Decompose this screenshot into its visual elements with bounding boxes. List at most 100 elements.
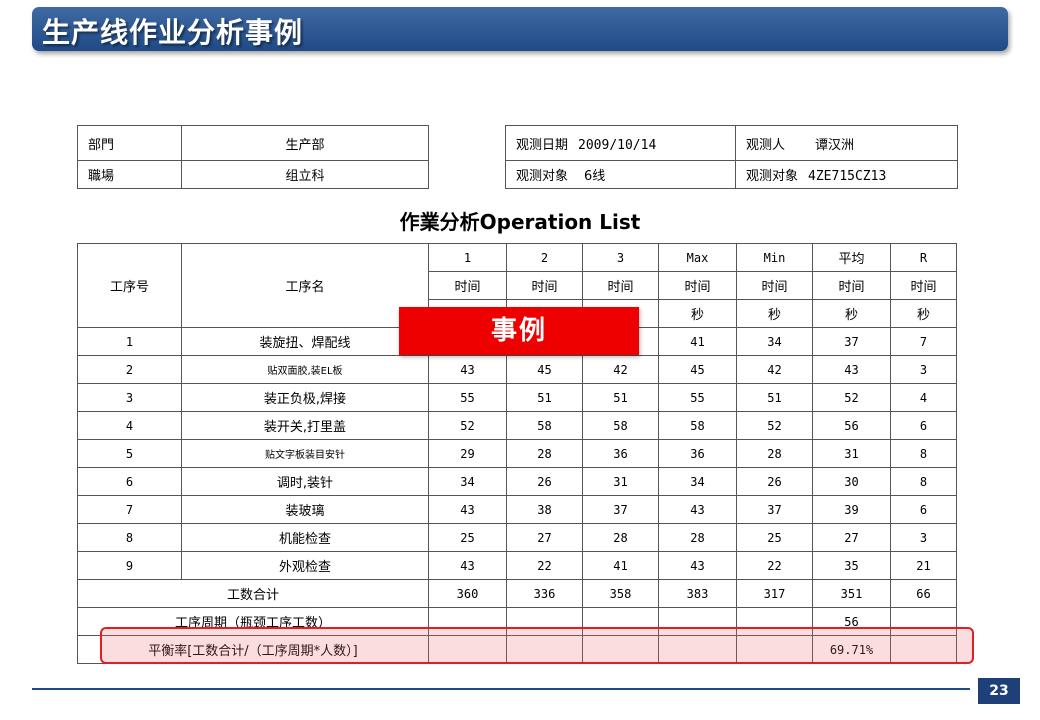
example-stamp: 事例: [399, 307, 639, 355]
cell-op-name: 装玻璃: [181, 495, 429, 524]
cell-op-value: 6: [890, 495, 957, 524]
header-time-2: 时间: [506, 271, 583, 300]
total-label: 工数合计: [77, 579, 429, 608]
cell-op-value: 34: [428, 467, 507, 496]
cell-op-value: 52: [812, 383, 891, 412]
workplace-label: 職場: [77, 160, 182, 189]
total-value: 66: [890, 579, 957, 608]
empty-cell: [428, 635, 507, 664]
cell-op-value: 58: [506, 411, 583, 440]
date-label: 观测日期: [516, 137, 569, 153]
cell-op-value: 7: [890, 327, 957, 356]
table-row: 2 贴双面胶,装EL板 43 45 42 45 42 43 3: [77, 355, 957, 384]
header-sec-r: 秒: [890, 299, 957, 328]
col-header-avg: 平均: [812, 243, 891, 272]
cell-op-value: 22: [736, 551, 813, 580]
cell-op-value: 43: [428, 551, 507, 580]
cell-op-no: 2: [77, 355, 182, 384]
object1-label: 观测对象: [516, 169, 569, 184]
cell-op-name: 调时,装针: [181, 467, 429, 496]
cell-op-value: 42: [582, 355, 659, 384]
header-time-max: 时间: [658, 271, 737, 300]
total-row: 工数合计 360 336 358 383 317 351 66: [77, 579, 957, 608]
cell-op-value: 42: [736, 355, 813, 384]
col-header-no: 工序号: [77, 243, 182, 328]
total-value: 360: [428, 579, 507, 608]
cell-op-value: 27: [812, 523, 891, 552]
cell-op-value: 37: [812, 327, 891, 356]
balance-value: 69.71%: [812, 635, 891, 664]
cell-op-value: 31: [582, 467, 659, 496]
cell-op-value: 3: [890, 523, 957, 552]
cell-op-value: 26: [506, 467, 583, 496]
cell-op-value: 52: [736, 411, 813, 440]
cell-op-value: 36: [582, 439, 659, 468]
cell-op-value: 27: [506, 523, 583, 552]
table-row: 6 调时,装针 34 26 31 34 26 30 8: [77, 467, 957, 496]
col-header-r: R: [890, 243, 957, 272]
table-row: 4 装开关,打里盖 52 58 58 58 52 56 6: [77, 411, 957, 440]
header-time-3: 时间: [582, 271, 659, 300]
operation-list-title-en: Operation List: [479, 210, 641, 234]
cell-op-name: 装旋扭、焊配线: [181, 327, 429, 356]
cell-op-value: 41: [658, 327, 737, 356]
header-time-1: 时间: [428, 271, 507, 300]
cell-op-value: 43: [658, 495, 737, 524]
cell-op-value: 43: [428, 355, 507, 384]
operation-list-title-cn: 作業分析: [399, 210, 480, 234]
cell-op-value: 39: [812, 495, 891, 524]
cell-op-value: 29: [428, 439, 507, 468]
header-sec-max: 秒: [658, 299, 737, 328]
col-header-min: Min: [736, 243, 813, 272]
cell-op-name: 装正负极,焊接: [181, 383, 429, 412]
cell-op-value: 25: [428, 523, 507, 552]
cell-op-value: 58: [582, 411, 659, 440]
dept-value: 生产部: [181, 125, 429, 161]
date-cell: 观测日期 2009/10/14: [505, 125, 736, 161]
cell-op-value: 41: [582, 551, 659, 580]
title-banner: 生产线作业分析事例: [32, 7, 1008, 51]
date-value: 2009/10/14: [578, 137, 657, 153]
cell-op-value: 43: [812, 355, 891, 384]
info-table-left: 部門 生产部 職場 组立科: [77, 125, 429, 189]
cell-op-value: 45: [658, 355, 737, 384]
cell-op-value: 3: [890, 355, 957, 384]
cell-op-name: 机能检查: [181, 523, 429, 552]
cell-op-value: 31: [812, 439, 891, 468]
cell-op-value: 55: [658, 383, 737, 412]
total-value: 351: [812, 579, 891, 608]
info-row-dept: 部門 生产部: [77, 125, 429, 161]
info-row-workplace: 職場 组立科: [77, 160, 429, 189]
cell-op-value: 25: [736, 523, 813, 552]
cell-op-name: 外观检查: [181, 551, 429, 580]
cell-op-value: 52: [428, 411, 507, 440]
cell-op-value: 38: [506, 495, 583, 524]
cell-op-value: 34: [736, 327, 813, 356]
header-row-labels: 工序号 工序名 1 2 3 Max Min 平均 R: [77, 243, 957, 328]
header-time-r: 时间: [890, 271, 957, 300]
object2-value: 4ZE715CZ13: [808, 169, 887, 184]
dept-label: 部門: [77, 125, 182, 161]
cell-op-value: 43: [428, 495, 507, 524]
cell-op-value: 8: [890, 467, 957, 496]
object1-value: 6线: [584, 169, 606, 184]
info-row-date: 观测日期 2009/10/14 观测人 谭汉洲: [505, 125, 958, 161]
cell-op-value: 28: [582, 523, 659, 552]
header-time-min: 时间: [736, 271, 813, 300]
cell-op-value: 56: [812, 411, 891, 440]
cell-op-value: 58: [658, 411, 737, 440]
total-value: 383: [658, 579, 737, 608]
col-header-name: 工序名: [181, 243, 429, 328]
cell-op-value: 21: [890, 551, 957, 580]
object2-label: 观测对象: [746, 169, 799, 184]
cell-op-value: 28: [506, 439, 583, 468]
cell-op-value: 51: [736, 383, 813, 412]
observer-label: 观测人: [746, 137, 786, 153]
cell-op-value: 28: [658, 523, 737, 552]
cell-op-value: 45: [506, 355, 583, 384]
header-sec-avg: 秒: [812, 299, 891, 328]
info-table-right: 观测日期 2009/10/14 观测人 谭汉洲 观测对象 6线 观测对象 4ZE715C…: [505, 125, 958, 189]
cell-op-value: 37: [736, 495, 813, 524]
cell-op-value: 34: [658, 467, 737, 496]
cell-op-value: 8: [890, 439, 957, 468]
